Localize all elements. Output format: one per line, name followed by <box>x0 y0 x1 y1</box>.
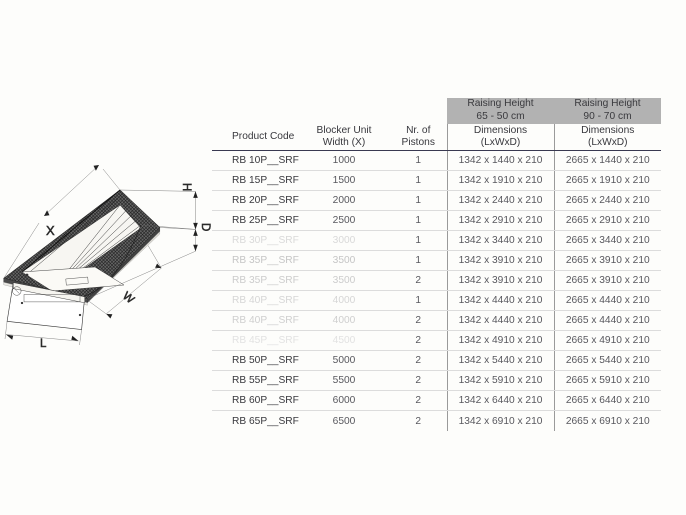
svg-text:W: W <box>120 290 136 306</box>
svg-text:L: L <box>40 338 47 350</box>
svg-text:D: D <box>199 223 211 231</box>
svg-text:X: X <box>46 223 55 238</box>
svg-text:H: H <box>180 183 192 191</box>
